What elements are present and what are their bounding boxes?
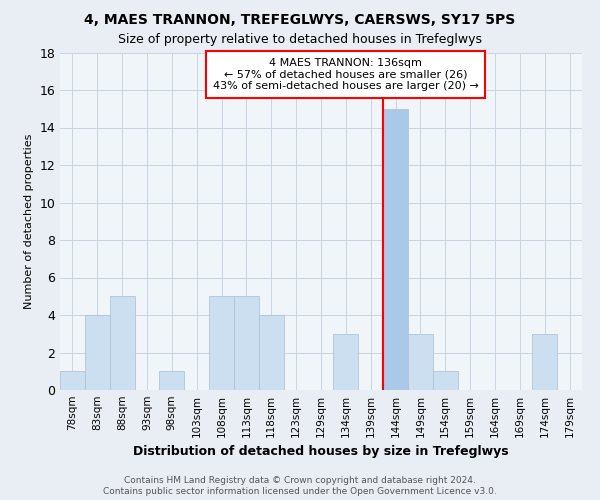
Bar xyxy=(383,109,408,390)
Text: 4, MAES TRANNON, TREFEGLWYS, CAERSWS, SY17 5PS: 4, MAES TRANNON, TREFEGLWYS, CAERSWS, SY… xyxy=(85,12,515,26)
Bar xyxy=(532,334,557,390)
Text: Contains public sector information licensed under the Open Government Licence v3: Contains public sector information licen… xyxy=(103,488,497,496)
Bar xyxy=(234,296,259,390)
Bar xyxy=(259,315,284,390)
Bar xyxy=(433,371,458,390)
Y-axis label: Number of detached properties: Number of detached properties xyxy=(24,134,34,309)
Bar xyxy=(160,371,184,390)
Text: Size of property relative to detached houses in Trefeglwys: Size of property relative to detached ho… xyxy=(118,32,482,46)
Text: 4 MAES TRANNON: 136sqm
← 57% of detached houses are smaller (26)
43% of semi-det: 4 MAES TRANNON: 136sqm ← 57% of detached… xyxy=(213,58,479,92)
Bar xyxy=(209,296,234,390)
Bar xyxy=(408,334,433,390)
Bar xyxy=(334,334,358,390)
Bar xyxy=(85,315,110,390)
Text: Contains HM Land Registry data © Crown copyright and database right 2024.: Contains HM Land Registry data © Crown c… xyxy=(124,476,476,485)
Bar xyxy=(60,371,85,390)
X-axis label: Distribution of detached houses by size in Trefeglwys: Distribution of detached houses by size … xyxy=(133,446,509,458)
Bar xyxy=(110,296,134,390)
